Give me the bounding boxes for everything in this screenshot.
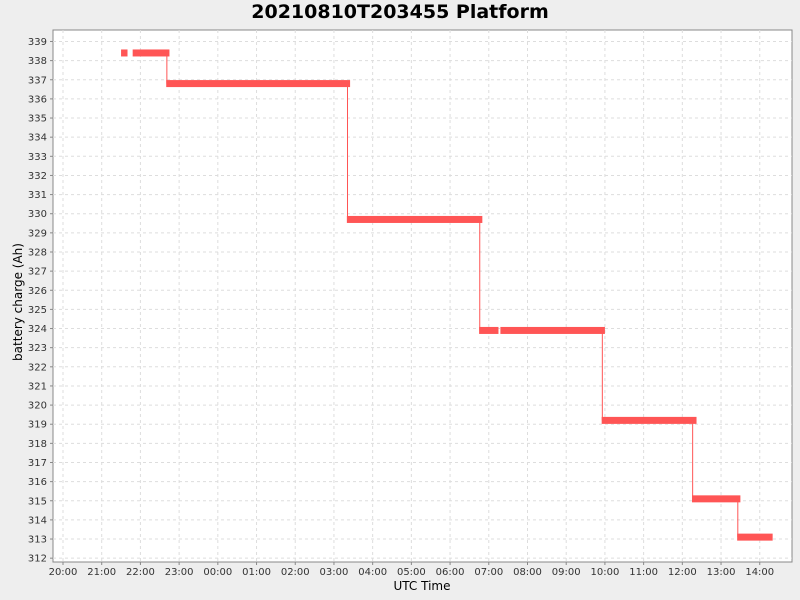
x-tick-label: 23:00 <box>165 567 194 578</box>
x-tick-label: 00:00 <box>203 567 232 578</box>
x-tick-label: 04:00 <box>358 567 387 578</box>
y-tick-label: 317 <box>28 458 47 469</box>
x-axis-title: UTC Time <box>394 579 451 593</box>
series-segment <box>692 495 741 503</box>
series-segment <box>500 326 605 334</box>
x-tick-label: 22:00 <box>126 567 155 578</box>
y-tick-label: 315 <box>28 496 47 507</box>
x-tick-label: 03:00 <box>320 567 349 578</box>
series-battery-charge <box>121 49 773 541</box>
y-tick-label: 328 <box>28 247 47 258</box>
plot-area <box>52 29 793 563</box>
chart-title: 20210810T203455 Platform <box>251 1 549 23</box>
x-tick-label: 06:00 <box>436 567 465 578</box>
x-tick-label: 08:00 <box>513 567 542 578</box>
x-tick-label: 10:00 <box>590 567 619 578</box>
y-tick-label: 338 <box>28 56 47 67</box>
y-tick-label: 312 <box>28 554 47 565</box>
y-tick-label: 318 <box>28 439 47 450</box>
series-segment <box>132 49 170 57</box>
x-tick-label: 20:00 <box>49 567 78 578</box>
series-segment <box>479 326 499 334</box>
y-tick-label: 313 <box>28 535 47 546</box>
y-tick-label: 337 <box>28 75 47 86</box>
y-tick-label: 339 <box>28 37 47 48</box>
y-tick-label: 323 <box>28 343 47 354</box>
x-ticks: 20:00 21:00 22:00 23:00 00:00 01:00 02:00 03:00… <box>49 562 774 578</box>
series-segment <box>121 49 128 57</box>
y-tick-label: 335 <box>28 114 47 125</box>
x-tick-label: 02:00 <box>281 567 310 578</box>
y-tick-label: 322 <box>28 362 47 373</box>
y-ticks: 312 313 314 315 316 317 318 319 320 321 322 323 324 3… <box>28 37 53 565</box>
y-tick-label: 316 <box>28 477 47 488</box>
x-tick-label: 21:00 <box>87 567 116 578</box>
y-tick-label: 327 <box>28 267 47 278</box>
series-segment <box>601 416 697 424</box>
y-tick-label: 314 <box>28 515 47 526</box>
y-tick-label: 336 <box>28 94 47 105</box>
x-tick-label: 01:00 <box>242 567 271 578</box>
y-tick-label: 321 <box>28 381 47 392</box>
x-tick-label: 07:00 <box>474 567 503 578</box>
y-tick-label: 326 <box>28 286 47 297</box>
y-tick-label: 334 <box>28 133 47 144</box>
x-tick-label: 09:00 <box>552 567 581 578</box>
x-tick-label: 12:00 <box>668 567 697 578</box>
y-tick-label: 319 <box>28 420 47 431</box>
y-tick-label: 330 <box>28 209 47 220</box>
x-tick-label: 13:00 <box>707 567 736 578</box>
series-segment <box>737 533 773 541</box>
y-tick-label: 320 <box>28 401 47 412</box>
y-tick-label: 331 <box>28 190 47 201</box>
y-tick-label: 329 <box>28 228 47 239</box>
x-tick-label: 14:00 <box>745 567 774 578</box>
y-tick-label: 332 <box>28 171 47 182</box>
series-segment <box>346 215 483 223</box>
y-tick-label: 325 <box>28 305 47 316</box>
x-tick-label: 11:00 <box>629 567 658 578</box>
y-tick-label: 333 <box>28 152 47 163</box>
y-axis-title: battery charge (Ah) <box>11 243 25 361</box>
y-tick-label: 324 <box>28 324 47 335</box>
grid <box>53 30 792 562</box>
x-tick-label: 05:00 <box>397 567 426 578</box>
series-segment <box>166 80 351 88</box>
